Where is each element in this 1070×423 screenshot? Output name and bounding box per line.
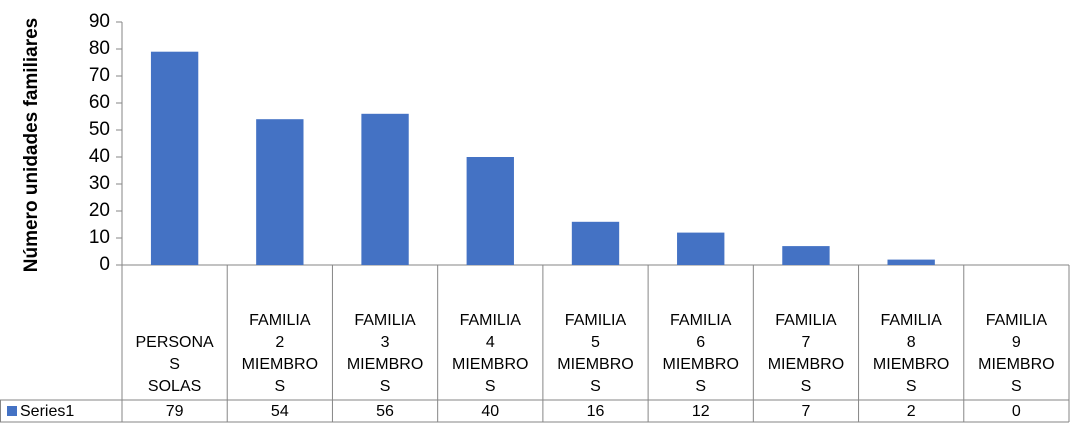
y-tick-label: 50 [89,119,110,140]
category-text: FAMILIA 2 MIEMBROS [241,312,319,395]
y-tick-label: 0 [99,254,110,275]
x-tick-label: FAMILIA 9 MIEMBROS [964,269,1069,398]
category-text: PERSONAS SOLAS [135,334,214,395]
y-tick-label: 10 [89,227,110,248]
bar [256,119,304,265]
table-value: 12 [692,403,710,420]
y-tick-label: 40 [89,146,110,167]
category-text: FAMILIA 7 MIEMBROS [767,312,845,395]
y-tick-label: 20 [89,200,110,221]
y-tick-label: 80 [89,38,110,59]
x-tick-label: FAMILIA 5 MIEMBROS [543,269,648,398]
table-value: 56 [376,403,394,420]
bar [571,221,620,265]
table-value: 7 [801,403,810,420]
category-text: FAMILIA 8 MIEMBROS [872,312,950,395]
category-text: FAMILIA 6 MIEMBROS [662,312,739,395]
y-tick-label: 30 [89,173,110,194]
x-tick-label: FAMILIA 8 MIEMBROS [859,269,964,398]
x-tick-label: FAMILIA 6 MIEMBROS [648,269,753,398]
x-tick-label: FAMILIA 7 MIEMBROS [753,269,858,398]
y-axis-title: Número unidades familiares [21,18,42,272]
legend-label: Series1 [20,403,74,420]
x-tick-label: FAMILIA 3 MIEMBROS [332,269,437,398]
y-tick-label: 60 [89,92,110,113]
category-text: FAMILIA 3 MIEMBROS [346,312,424,395]
bar [677,232,725,265]
bar [887,259,935,265]
category-text: FAMILIA 9 MIEMBROS [978,312,1055,395]
table-value: 40 [481,403,499,420]
bar [782,246,830,265]
bar [466,157,514,265]
bar [150,51,199,266]
x-tick-label: PERSONAS SOLAS [122,269,227,398]
y-tick-label: 90 [89,11,110,32]
x-tick-label: FAMILIA 4 MIEMBROS [438,269,543,398]
y-tick-label: 70 [89,65,110,86]
table-value: 0 [1012,403,1021,420]
table-value: 54 [271,403,289,420]
bar [361,113,409,265]
x-tick-label: FAMILIA 2 MIEMBROS [227,269,332,398]
legend-key [7,406,17,416]
category-text: FAMILIA 4 MIEMBROS [452,312,529,395]
category-text: FAMILIA 5 MIEMBROS [557,312,634,395]
table-value: 2 [907,403,916,420]
table-value: 79 [166,403,184,420]
table-value: 16 [587,403,605,420]
